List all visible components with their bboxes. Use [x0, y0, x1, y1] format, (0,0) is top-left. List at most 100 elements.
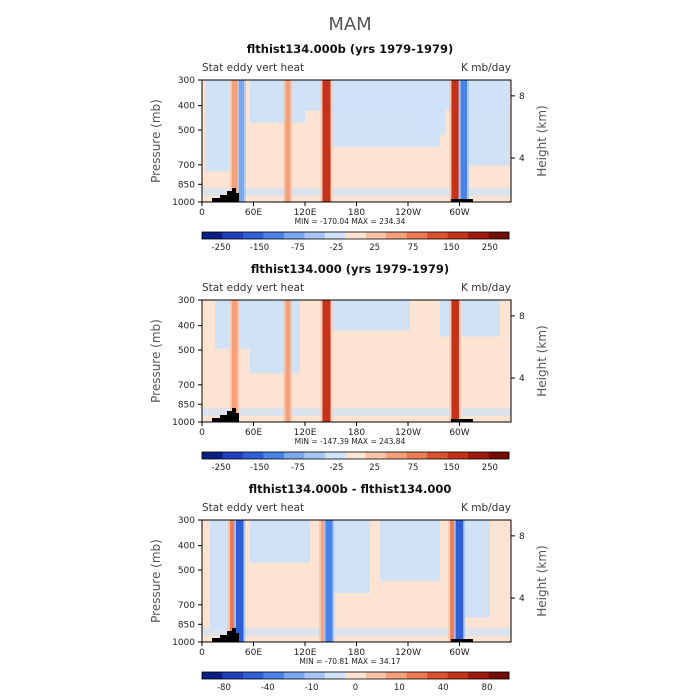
figure-title: MAM: [328, 14, 372, 35]
panel2-ytick-label-1: 400: [178, 322, 195, 332]
panel2-colorbar-swatch-12: [447, 452, 469, 459]
panel3-colorbar-label-3: 0: [353, 683, 358, 693]
panel1-ytick-label-2: 500: [178, 126, 195, 136]
panel1-colorbar-swatch-0: [202, 232, 223, 239]
panel3-colorbar-swatch-13: [468, 672, 489, 679]
panel2-colorbar-label-4: 25: [369, 463, 380, 473]
panel2-stripe-0: [231, 300, 238, 422]
panel2-colorbar-frame: [201, 451, 510, 460]
panel1-colorbar-swatch-14: [488, 232, 510, 239]
panel3-ytick-label-4: 850: [178, 620, 195, 630]
panel1-ytick-label-1: 400: [178, 102, 195, 112]
panel2-ytick-label-2: 500: [178, 346, 195, 356]
panel2-xtick-label-0: 0: [199, 428, 205, 438]
panel3-colorbar-label-1: -40: [261, 683, 275, 693]
panel1-stripe-0: [231, 80, 238, 202]
panel2-surface-band: [202, 408, 511, 416]
panel2-colorbar-swatch-5: [304, 452, 326, 459]
panel3-ytick-label-0: 300: [178, 516, 195, 526]
panel1-colorbar-swatch-6: [324, 232, 346, 239]
panel1-ytick-label-0: 300: [178, 76, 195, 86]
panel3-colorbar-swatch-5: [304, 672, 326, 679]
panel2-colorbar-swatch-3: [263, 452, 285, 459]
panel3-colorbar-label-5: 40: [438, 683, 449, 693]
panel2-right-label: K mb/day: [461, 282, 511, 294]
panel2-colorbar-swatch-6: [324, 452, 346, 459]
panel1-xtick-label-3: 180: [348, 208, 365, 218]
panel3-xtick-label-5: 60W: [449, 648, 469, 658]
panel2-topography-andes: [450, 419, 473, 422]
panel1-colorbar-swatch-2: [242, 232, 264, 239]
panel1-stripe-1: [238, 80, 244, 202]
panel1-title: flthist134.000b (yrs 1979-1979): [247, 42, 453, 56]
panel3-colorbar-swatch-12: [447, 672, 469, 679]
panel3-topography-andes: [450, 639, 473, 642]
panel2-neg-region-2: [440, 300, 500, 337]
panel3-ylabel-right: Height (km): [535, 545, 549, 616]
panel2-ytick-label-0: 300: [178, 296, 195, 306]
panel1-ylabel: Pressure (mb): [149, 99, 163, 183]
panel1-ytick-label-4: 850: [178, 180, 195, 190]
panel2-colorbar-swatch-14: [488, 452, 510, 459]
panel2-colorbar-swatch-11: [427, 452, 448, 459]
panel3-stripe-5: [455, 520, 464, 642]
panel2-xtick-label-3: 180: [348, 428, 365, 438]
panel1-stripe-4: [451, 80, 459, 202]
panel2-xtick-label-5: 60W: [449, 428, 469, 438]
panel3-colorbar-swatch-14: [488, 672, 510, 679]
panel3-colorbar-swatch-3: [263, 672, 285, 679]
panel3-colorbar-swatch-1: [222, 672, 244, 679]
panel3-rtick-label-0: 8: [519, 532, 525, 542]
panel3-colorbar-label-0: -80: [217, 683, 231, 693]
panel2-ytick-label-3: 700: [178, 381, 195, 391]
panel3-colorbar-frame: [201, 671, 510, 680]
panel1-colorbar-swatch-8: [365, 232, 387, 239]
panel3-topography-asia: [212, 628, 239, 642]
panel2-colorbar-label-2: -75: [291, 463, 305, 473]
panel1-colorbar-swatch-11: [427, 232, 448, 239]
panel2-ytick-label-5: 1000: [172, 418, 195, 428]
panel1-stripe-3: [322, 80, 331, 202]
panel2-stripe-3: [451, 300, 459, 422]
panel1-colorbar-swatch-5: [304, 232, 326, 239]
panel2-ylabel-right: Height (km): [535, 325, 549, 396]
panel1-colorbar-swatch-1: [222, 232, 244, 239]
panel3-stripe-0: [229, 520, 236, 642]
panel1-stripe-5: [460, 80, 468, 202]
panel1-ylabel-right: Height (km): [535, 105, 549, 176]
panel2-ylabel: Pressure (mb): [149, 319, 163, 403]
panel3-left-label: Stat eddy vert heat: [202, 502, 304, 514]
panel3-colorbar-label-2: -10: [305, 683, 319, 693]
panel2-colorbar-label-6: 150: [443, 463, 459, 473]
panel1-minmax: MIN = -170.04 MAX = 234.34: [295, 217, 406, 226]
panel3-colorbar-swatch-7: [345, 672, 367, 679]
panel1-xtick-label-0: 0: [199, 208, 205, 218]
panel1-xtick-label-5: 60W: [449, 208, 469, 218]
panel2-neg-region-3: [250, 300, 300, 374]
panel3-colorbar-swatch-8: [365, 672, 387, 679]
panel3-colorbar-swatch-11: [427, 672, 448, 679]
panel2-colorbar-swatch-10: [406, 452, 428, 459]
panel1-colorbar-label-7: 250: [482, 243, 498, 253]
panel1-right-label: K mb/day: [461, 62, 511, 74]
panel2-colorbar-swatch-8: [365, 452, 387, 459]
panel2-stripe-1: [285, 300, 291, 422]
panel3-xtick-label-1: 60E: [245, 648, 262, 658]
panel3-ytick-label-1: 400: [178, 542, 195, 552]
panel1-topography-andes: [450, 199, 473, 202]
panel1-left-label: Stat eddy vert heat: [202, 62, 304, 74]
panel3-xtick-label-3: 180: [348, 648, 365, 658]
panel3-rtick-label-1: 4: [519, 594, 525, 604]
panel3-colorbar-swatch-2: [242, 672, 264, 679]
panel2-xtick-label-2: 120E: [294, 428, 317, 438]
panel3-colorbar-swatch-4: [283, 672, 305, 679]
panel1-colorbar-swatch-12: [447, 232, 469, 239]
panel2-ytick-label-4: 850: [178, 400, 195, 410]
panel1-colorbar-frame: [201, 231, 510, 240]
panel2-colorbar-label-5: 75: [408, 463, 419, 473]
panel2-colorbar-swatch-0: [202, 452, 223, 459]
panel2-title: flthist134.000 (yrs 1979-1979): [251, 262, 449, 276]
panel2-rtick-label-0: 8: [519, 312, 525, 322]
panel3-ylabel: Pressure (mb): [149, 539, 163, 623]
